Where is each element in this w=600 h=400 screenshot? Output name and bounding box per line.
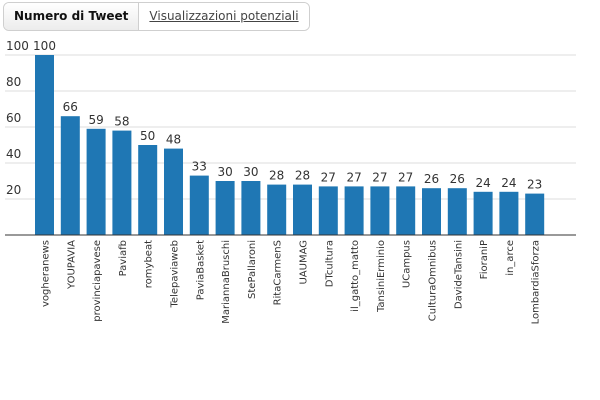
data-label: 30: [217, 165, 232, 179]
data-label: 48: [166, 133, 181, 147]
bar: [525, 193, 545, 235]
x-tick-label: RitaCarmenS: [273, 240, 284, 305]
x-axis-labels: vogheranews YOUPAVIA provinciapavese Paviaf…: [41, 240, 542, 325]
bar: [318, 186, 338, 235]
y-axis-ticks: 20 40 60 80 100: [6, 39, 29, 197]
bar: [370, 186, 390, 235]
x-tick-label: DavideTansini: [453, 240, 464, 309]
x-tick-label: provinciapavese: [92, 240, 103, 322]
bar: [35, 55, 54, 235]
bar: [241, 181, 261, 235]
x-tick-label: Paviafb: [118, 240, 129, 276]
bar: [344, 186, 364, 235]
tab-numero-di-tweet[interactable]: Numero di Tweet: [4, 3, 140, 30]
data-label: 26: [424, 172, 439, 186]
x-tick-label: il_gatto_matto: [350, 240, 361, 312]
data-label: 28: [269, 169, 284, 183]
data-label: 100: [33, 39, 56, 53]
x-tick-label: UAUMAG: [299, 240, 310, 285]
y-tick-label: 40: [6, 147, 21, 161]
data-label: 58: [114, 115, 129, 129]
y-tick-label: 20: [6, 183, 21, 197]
data-label: 24: [501, 176, 516, 190]
tab-visualizzazioni-potenziali[interactable]: Visualizzazioni potenziali: [139, 3, 309, 30]
bars: [35, 55, 545, 235]
x-tick-label: CulturaOmnibus: [428, 240, 439, 321]
bar: [164, 148, 183, 235]
data-label: 27: [372, 170, 387, 184]
data-labels: 100 66 59 58 50 48 33 30 30 28 28 27 27 27 27 26 26 24 24 2…: [33, 39, 542, 192]
bar: [447, 188, 467, 235]
bar: [215, 181, 235, 235]
data-label: 50: [140, 129, 155, 143]
bar: [138, 145, 158, 235]
metric-tabs: Numero di Tweet Visualizzazioni potenzia…: [3, 2, 310, 31]
x-tick-label: romybeat: [144, 240, 155, 288]
y-tick-label: 60: [6, 111, 21, 125]
x-tick-label: YOUPAVIA: [66, 240, 77, 290]
data-label: 66: [63, 100, 78, 114]
x-tick-label: in_arce: [505, 240, 516, 276]
x-tick-label: PaviaBasket: [195, 240, 206, 300]
x-tick-label: UCampus: [402, 240, 413, 288]
x-tick-label: Telepaviaweb: [170, 240, 181, 308]
y-tick-label: 80: [6, 75, 21, 89]
bar: [396, 186, 416, 235]
y-tick-label: 100: [6, 39, 29, 53]
bar: [499, 191, 519, 235]
bar: [189, 175, 209, 235]
data-label: 59: [88, 113, 103, 127]
bar: [473, 191, 493, 235]
data-label: 27: [321, 170, 336, 184]
data-label: 23: [527, 178, 542, 192]
data-label: 30: [243, 165, 258, 179]
bar: [112, 130, 132, 235]
bar: [60, 116, 80, 235]
data-label: 28: [295, 169, 310, 183]
data-label: 26: [450, 172, 465, 186]
x-tick-label: MariannaBruschi: [221, 240, 232, 324]
bar: [267, 184, 287, 235]
data-label: 27: [346, 170, 361, 184]
x-tick-label: vogheranews: [41, 240, 52, 307]
data-label: 27: [398, 170, 413, 184]
x-tick-label: LombardiaSforza: [531, 240, 542, 324]
bar: [422, 188, 441, 235]
bar: [86, 128, 106, 235]
bar: [293, 184, 312, 235]
x-tick-label: DTcultura: [324, 240, 335, 287]
data-label: 33: [192, 160, 207, 174]
x-tick-label: StePallaroni: [247, 240, 258, 299]
data-label: 24: [475, 176, 490, 190]
x-tick-label: TansiniErminio: [376, 240, 387, 313]
x-tick-label: FioraniP: [479, 240, 490, 279]
